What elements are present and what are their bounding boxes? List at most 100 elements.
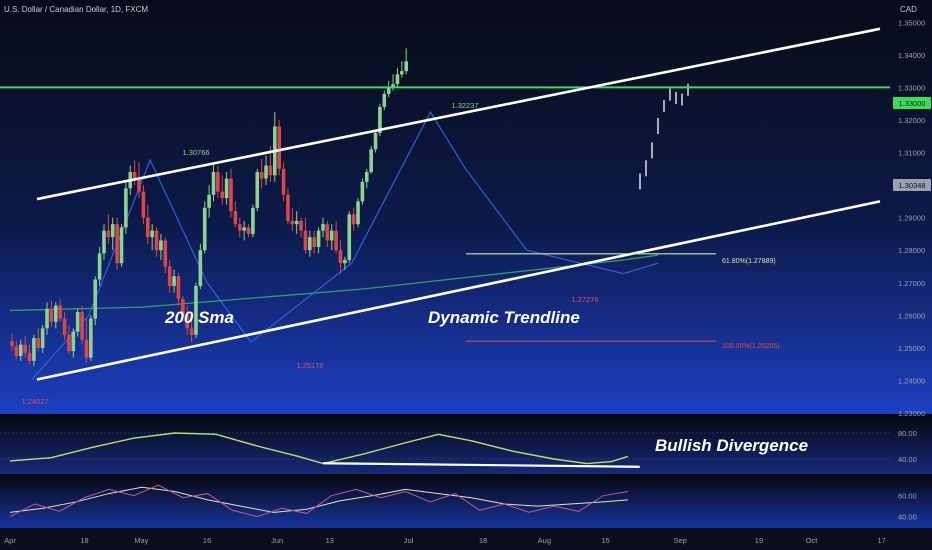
rsi-line <box>9 432 629 465</box>
candle-body <box>159 240 163 251</box>
candle-body <box>58 305 62 319</box>
candle-body <box>400 71 404 75</box>
candle-body <box>281 168 286 195</box>
candle-body <box>268 165 273 176</box>
candle-body <box>189 328 194 335</box>
candle-body <box>181 299 185 316</box>
candle-body <box>290 220 295 225</box>
candle-body <box>251 207 255 234</box>
candle-body <box>194 286 198 335</box>
candle-body <box>145 217 150 238</box>
bullish-divergence-line <box>323 462 640 468</box>
candle-body <box>220 191 225 199</box>
candle-body <box>391 84 395 88</box>
candle-body <box>198 250 203 287</box>
fib-618-label: 61.80%(1.27889) <box>722 258 776 265</box>
level-price-label: 1.33000 <box>898 99 925 108</box>
price-tick-label: 1.32000 <box>898 116 925 125</box>
pane-separator <box>0 474 932 476</box>
candle-body <box>23 344 27 353</box>
candle-body <box>360 181 365 202</box>
candle-body <box>242 227 246 231</box>
candle-body <box>150 230 154 238</box>
price-tick-label: 1.31000 <box>898 149 925 158</box>
candle-body <box>80 312 84 340</box>
price-tick-label: 1.25000 <box>898 344 925 353</box>
bullish-divergence-annotation: Bullish Divergence <box>655 436 808 455</box>
candle-body <box>224 178 229 199</box>
candle-body <box>246 227 251 234</box>
candle-body <box>356 201 360 225</box>
oscillator-pane-background <box>0 476 932 528</box>
candle-body <box>395 74 400 85</box>
osc-main-line <box>9 484 629 518</box>
candle-body <box>89 318 93 358</box>
time-tick-label: 17 <box>877 536 885 545</box>
candle-body <box>364 172 369 182</box>
candle-body <box>14 346 19 357</box>
time-tick-label: 19 <box>755 536 763 545</box>
candle-body <box>176 276 181 300</box>
candle-body <box>303 230 308 251</box>
candle-body <box>338 250 343 264</box>
time-axis: Apr 18 May 16 Jun 13 Jul 18 Aug 15 Sep 19 Oct 17 <box>4 536 886 545</box>
time-tick-label: 13 <box>326 536 334 545</box>
time-tick-label: May <box>134 536 148 545</box>
pivot-label-low-3: 1.27276 <box>571 295 598 304</box>
candle-body <box>237 224 242 231</box>
candle-body <box>312 237 317 247</box>
candle-body <box>110 224 115 238</box>
candle-body <box>351 214 356 225</box>
pivot-label-low-1: 1.24027 <box>21 397 48 406</box>
candle-body <box>119 227 124 264</box>
candle-body <box>308 237 312 251</box>
candle-body <box>84 339 89 358</box>
candle-body <box>264 165 268 179</box>
candle-body <box>93 279 98 319</box>
price-tick-label: 1.26000 <box>898 311 925 320</box>
channel-lower-trendline <box>36 200 881 381</box>
candle-body <box>277 126 281 169</box>
candle-body <box>75 312 80 332</box>
candle-body <box>347 214 352 260</box>
rsi-tick-label: 40.00 <box>898 455 917 464</box>
dynamic-trendline-annotation: Dynamic Trendline <box>428 308 580 327</box>
candle-body <box>386 87 391 94</box>
candle-body <box>202 207 207 251</box>
time-tick-label: Apr <box>4 536 16 545</box>
candle-body <box>62 318 67 335</box>
candle-body <box>211 172 216 195</box>
candle-body <box>132 172 137 179</box>
time-tick-label: 18 <box>479 536 487 545</box>
main-pane: 1.23000 1.24000 1.25000 1.26000 1.27000 1.280… <box>0 18 925 418</box>
candle-body <box>207 194 211 208</box>
candle-body <box>185 315 189 329</box>
candle-body <box>167 266 172 287</box>
candle-body <box>255 172 260 208</box>
time-tick-label: 15 <box>602 536 610 545</box>
time-tick-label: 16 <box>203 536 211 545</box>
time-tick-label: Jul <box>404 536 414 545</box>
zigzag-line <box>31 110 659 380</box>
candle-body <box>382 93 387 107</box>
candle-body <box>106 230 111 238</box>
candle-body <box>10 341 14 347</box>
sma-annotation: 200 Sma <box>164 308 234 327</box>
pivot-label-high-2: 1.32237 <box>451 101 478 110</box>
candle-body <box>334 230 338 251</box>
candle-body <box>229 178 233 212</box>
channel-upper-trendline <box>36 27 881 201</box>
candle-body <box>67 334 71 352</box>
candle-body <box>294 220 299 225</box>
candle-body <box>154 230 159 251</box>
candle-body <box>299 220 303 231</box>
candle-body <box>137 178 141 192</box>
last-price-badge <box>893 179 931 191</box>
price-tick-label: 1.23000 <box>898 409 925 418</box>
price-tick-label: 1.34000 <box>898 51 925 60</box>
candle-body <box>369 149 373 173</box>
symbol-title: U.S. Dollar / Canadian Dollar, 1D, FXCM <box>4 5 148 14</box>
candle-body <box>216 172 220 192</box>
price-tick-label: 1.24000 <box>898 376 925 385</box>
